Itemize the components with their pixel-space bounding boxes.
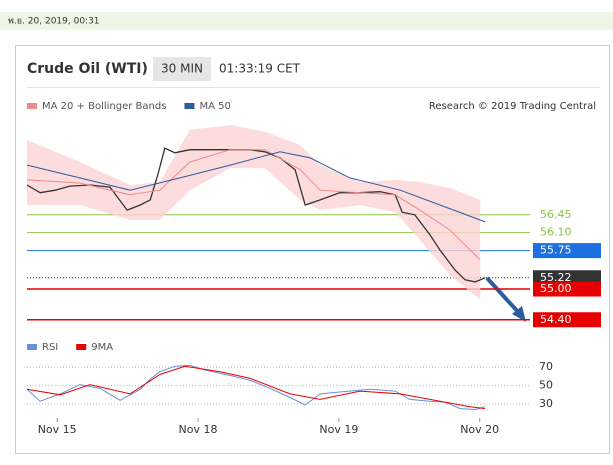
legend-swatch bbox=[184, 103, 195, 109]
y-tick-label: 50 bbox=[539, 379, 553, 392]
arrow bbox=[485, 276, 522, 316]
level-label-box bbox=[533, 281, 601, 297]
top-bar bbox=[0, 12, 613, 30]
x-tick-label: Nov 20 bbox=[460, 423, 499, 436]
bollinger-band bbox=[27, 125, 481, 300]
x-tick-label: Nov 18 bbox=[179, 423, 218, 436]
legend-label: MA 50 bbox=[199, 101, 230, 112]
legend-swatch bbox=[76, 344, 87, 350]
x-tick-label: Nov 19 bbox=[319, 423, 358, 436]
timestamp: พ.ย. 20, 2019, 00:31 bbox=[8, 17, 100, 27]
price-line bbox=[26, 147, 486, 283]
y-tick-label: 70 bbox=[539, 360, 553, 373]
series-line bbox=[26, 149, 481, 261]
legend-swatch bbox=[27, 344, 37, 350]
title: Crude Oil (WTI) bbox=[27, 61, 148, 77]
series-line bbox=[26, 151, 486, 223]
level-label-box bbox=[533, 312, 601, 328]
legend-label: RSI bbox=[42, 342, 58, 353]
x-tick-label: Nov 15 bbox=[38, 423, 77, 436]
arrow-head bbox=[512, 306, 526, 322]
legend-label: MA 20 + Bollinger Bands bbox=[42, 101, 166, 112]
level-label: 56.45 bbox=[540, 208, 572, 221]
time: 01:33:19 CET bbox=[219, 62, 301, 76]
level-label: 55.22 bbox=[540, 271, 572, 284]
subtitle: Research © 2019 Trading Central bbox=[429, 101, 596, 112]
series-line bbox=[26, 365, 486, 410]
card bbox=[15, 45, 610, 454]
legend-swatch bbox=[27, 103, 37, 109]
y-tick-label: 30 bbox=[539, 397, 553, 410]
timeframe: 30 MIN bbox=[161, 62, 203, 76]
timeframe-badge bbox=[153, 57, 211, 81]
legend-label: 9MA bbox=[91, 342, 113, 353]
level-label: 55.75 bbox=[540, 244, 572, 257]
level-label: 55.00 bbox=[540, 282, 572, 295]
level-label: 54.40 bbox=[540, 313, 572, 326]
level-label-box bbox=[533, 270, 601, 286]
series-line bbox=[26, 364, 486, 411]
level-label: 56.10 bbox=[540, 226, 572, 239]
level-label-box bbox=[533, 243, 601, 259]
